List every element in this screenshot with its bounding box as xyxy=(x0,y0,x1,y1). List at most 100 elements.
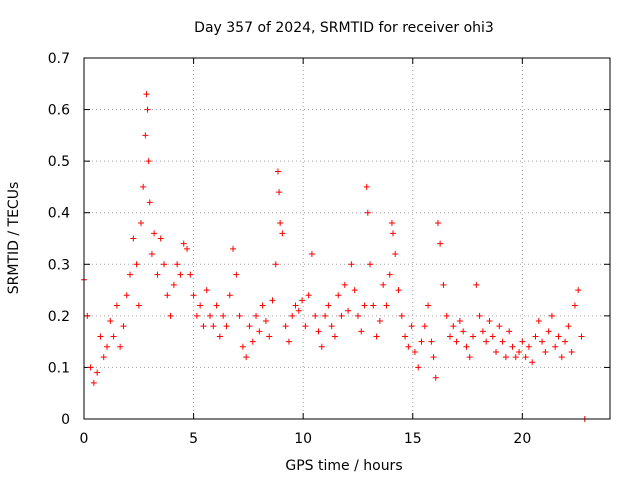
data-points xyxy=(81,91,588,422)
data-point xyxy=(220,312,227,319)
data-point xyxy=(428,338,435,345)
data-point xyxy=(167,312,174,319)
data-point xyxy=(555,333,562,340)
data-point xyxy=(151,230,158,237)
data-point xyxy=(292,302,299,309)
data-point xyxy=(207,312,214,319)
data-point xyxy=(110,333,117,340)
y-tick-label: 0.7 xyxy=(48,51,70,67)
data-point xyxy=(516,348,523,355)
data-point xyxy=(279,230,286,237)
data-point xyxy=(460,328,467,335)
data-point xyxy=(405,343,412,350)
data-point xyxy=(335,292,342,299)
data-point xyxy=(552,343,559,350)
x-tick-label: 5 xyxy=(189,431,198,447)
data-point xyxy=(223,323,230,330)
data-point xyxy=(233,271,240,278)
data-point xyxy=(447,333,454,340)
data-point xyxy=(476,312,483,319)
data-point xyxy=(127,271,134,278)
y-tick-label: 0.4 xyxy=(48,206,70,222)
data-point xyxy=(539,338,546,345)
data-point xyxy=(282,323,289,330)
data-point xyxy=(421,323,428,330)
data-point xyxy=(425,302,432,309)
data-point xyxy=(146,199,153,206)
data-point xyxy=(249,338,256,345)
data-point xyxy=(380,281,387,288)
data-point xyxy=(535,318,542,325)
data-point xyxy=(443,312,450,319)
axis-ticks: 0 0.1 0.2 0.3 0.4 0.5 0.6 0.7 0 5 10 15 20 xyxy=(48,51,610,447)
data-point xyxy=(376,318,383,325)
data-point xyxy=(308,250,315,257)
data-point xyxy=(325,302,332,309)
data-point xyxy=(190,292,197,299)
data-point xyxy=(113,302,120,309)
data-point xyxy=(107,318,114,325)
data-point xyxy=(266,333,273,340)
data-point xyxy=(562,338,569,345)
data-point xyxy=(135,302,142,309)
data-point xyxy=(502,354,509,361)
data-point xyxy=(341,281,348,288)
data-point xyxy=(177,271,184,278)
data-point xyxy=(493,348,500,355)
chart-title: Day 357 of 2024, SRMTID for receiver ohi… xyxy=(194,20,494,36)
data-point xyxy=(542,348,549,355)
data-point xyxy=(174,261,181,268)
y-tick-label: 0.3 xyxy=(48,257,70,273)
data-point xyxy=(522,354,529,361)
data-point xyxy=(512,354,519,361)
data-point xyxy=(402,333,409,340)
data-point xyxy=(418,338,425,345)
y-tick-label: 0.1 xyxy=(48,360,70,376)
data-point xyxy=(499,338,506,345)
data-point xyxy=(239,343,246,350)
data-point xyxy=(154,271,161,278)
data-point xyxy=(203,287,210,294)
data-point xyxy=(386,271,393,278)
y-tick-label: 0.5 xyxy=(48,154,70,170)
data-point xyxy=(415,364,422,371)
data-point xyxy=(558,354,565,361)
data-point xyxy=(94,369,101,376)
data-point xyxy=(358,328,365,335)
data-point xyxy=(315,328,322,335)
data-point xyxy=(193,312,200,319)
data-point xyxy=(305,292,312,299)
data-point xyxy=(575,287,582,294)
data-point xyxy=(532,333,539,340)
data-point xyxy=(373,333,380,340)
data-point xyxy=(87,364,94,371)
data-point xyxy=(226,292,233,299)
data-point xyxy=(450,323,457,330)
data-point xyxy=(388,220,395,227)
x-tick-label: 20 xyxy=(513,431,531,447)
data-point xyxy=(243,354,250,361)
data-point xyxy=(571,302,578,309)
data-point xyxy=(338,312,345,319)
data-point xyxy=(318,343,325,350)
data-point xyxy=(253,312,260,319)
data-point xyxy=(453,338,460,345)
data-point xyxy=(479,328,486,335)
data-point xyxy=(434,220,441,227)
data-point xyxy=(213,302,220,309)
data-point xyxy=(361,302,368,309)
data-point xyxy=(104,343,111,350)
data-point xyxy=(259,302,266,309)
x-tick-label: 10 xyxy=(294,431,312,447)
data-point xyxy=(578,333,585,340)
grid-lines xyxy=(84,58,610,419)
data-point xyxy=(210,323,217,330)
data-point xyxy=(398,312,405,319)
data-point xyxy=(354,312,361,319)
data-point xyxy=(123,292,130,299)
data-point xyxy=(545,328,552,335)
data-point xyxy=(143,91,150,98)
data-point xyxy=(285,338,292,345)
data-point xyxy=(483,338,490,345)
